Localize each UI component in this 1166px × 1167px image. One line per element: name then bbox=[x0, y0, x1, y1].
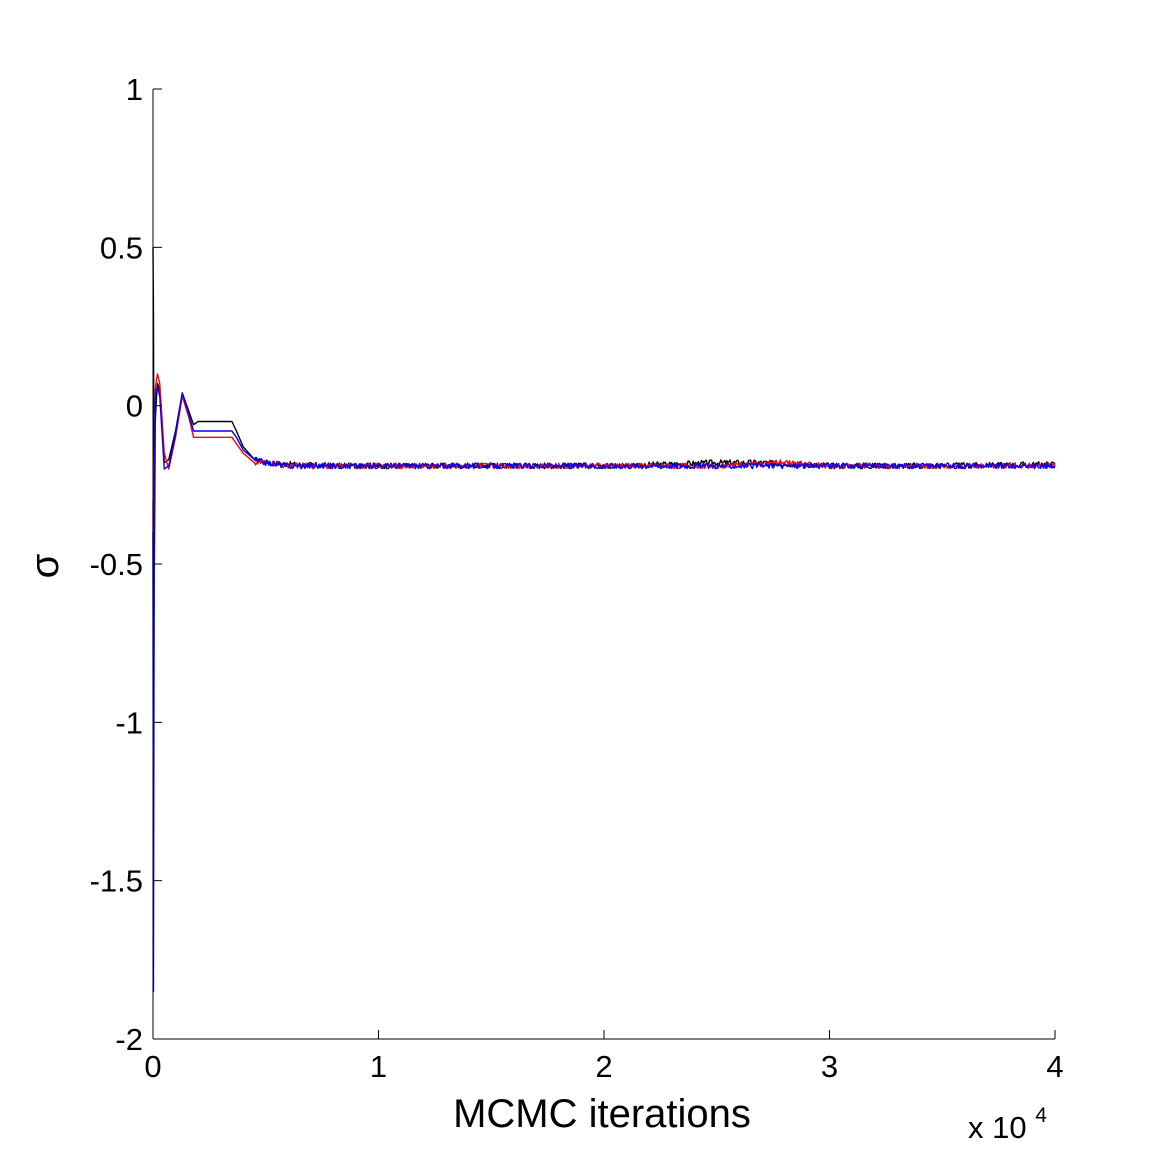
ticks-layer: 0 1 2 3 4 -2 -1.5 -1 -0.5 0 0.5 1 bbox=[90, 72, 1064, 1084]
y-axis-label: σ bbox=[23, 553, 67, 578]
x-multiplier-base: x 10 bbox=[968, 1110, 1027, 1145]
y-tick-label: -2 bbox=[115, 1022, 143, 1057]
y-tick-label: -1.5 bbox=[90, 864, 143, 899]
x-tick-label: 3 bbox=[821, 1049, 838, 1084]
y-tick-label: 0 bbox=[126, 389, 143, 424]
x-multiplier-exponent: 4 bbox=[1035, 1104, 1047, 1127]
series-line-3 bbox=[152, 385, 1056, 993]
y-tick-label: 1 bbox=[126, 72, 143, 107]
y-tick-label: -1 bbox=[115, 705, 143, 740]
x-axis-label: MCMC iterations bbox=[453, 1092, 751, 1136]
x-multiplier-label: x 10 4 bbox=[968, 1104, 1047, 1145]
x-tick-label: 2 bbox=[595, 1049, 612, 1084]
y-tick-label: -0.5 bbox=[90, 547, 143, 582]
x-tick-label: 1 bbox=[370, 1049, 387, 1084]
series-layer bbox=[152, 247, 1056, 993]
y-tick-label: 0.5 bbox=[100, 230, 143, 265]
x-tick-label: 4 bbox=[1046, 1049, 1063, 1084]
x-tick-label: 0 bbox=[144, 1049, 161, 1084]
